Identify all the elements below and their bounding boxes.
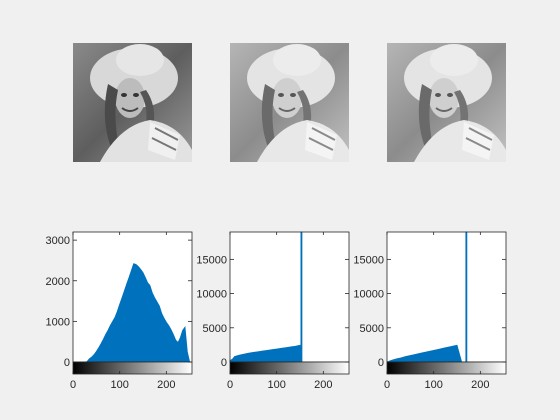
x-tick-label: 0 — [227, 379, 233, 391]
grayscale-colorbar — [72, 361, 193, 375]
x-tick-label: 200 — [471, 379, 489, 391]
x-tick-label: 200 — [157, 379, 175, 391]
hair-shape — [104, 84, 120, 150]
hair-shape — [261, 84, 277, 150]
y-tick-label: 5000 — [203, 323, 227, 335]
histogram-original: 0 1000 2000 3000 0 100 200 — [46, 231, 193, 391]
x-tick-label: 100 — [110, 379, 128, 391]
image-panel-original — [73, 43, 192, 162]
y-tick-label: 1000 — [46, 316, 70, 328]
y-tick-label: 15000 — [353, 254, 384, 266]
grayscale-colorbar — [386, 361, 507, 375]
plot-area — [387, 232, 506, 362]
image-panel-equalized-1 — [230, 43, 349, 162]
scarf-shape — [305, 122, 337, 160]
x-tick-label: 100 — [424, 379, 442, 391]
y-tick-label: 15000 — [196, 254, 227, 266]
y-tick-label: 3000 — [46, 235, 70, 247]
scarf-shape — [462, 122, 494, 160]
histogram-equalized-1: 0 5000 10000 15000 0 100 200 — [196, 231, 350, 391]
hair-shape — [418, 84, 434, 150]
y-tick-label: 10000 — [196, 289, 227, 301]
y-tick-label: 0 — [221, 357, 227, 369]
y-tick-label: 0 — [64, 357, 70, 369]
scarf-shape — [148, 122, 180, 160]
x-tick-label: 200 — [314, 379, 332, 391]
image-panel-equalized-2 — [387, 43, 506, 162]
y-tick-label: 2000 — [46, 276, 70, 288]
hat-crown-shape — [116, 44, 164, 76]
hat-crown-shape — [273, 44, 321, 76]
hat-crown-shape — [430, 44, 478, 76]
plot-area — [230, 232, 349, 362]
y-tick-label: 5000 — [360, 323, 384, 335]
x-tick-label: 100 — [267, 379, 285, 391]
histogram-equalized-2: 0 5000 10000 15000 0 100 200 — [353, 231, 507, 391]
y-tick-label: 0 — [378, 357, 384, 369]
grayscale-colorbar — [229, 361, 350, 375]
x-tick-label: 0 — [70, 379, 76, 391]
x-tick-label: 0 — [384, 379, 390, 391]
histogram-bars — [80, 263, 191, 363]
y-tick-label: 10000 — [353, 289, 384, 301]
